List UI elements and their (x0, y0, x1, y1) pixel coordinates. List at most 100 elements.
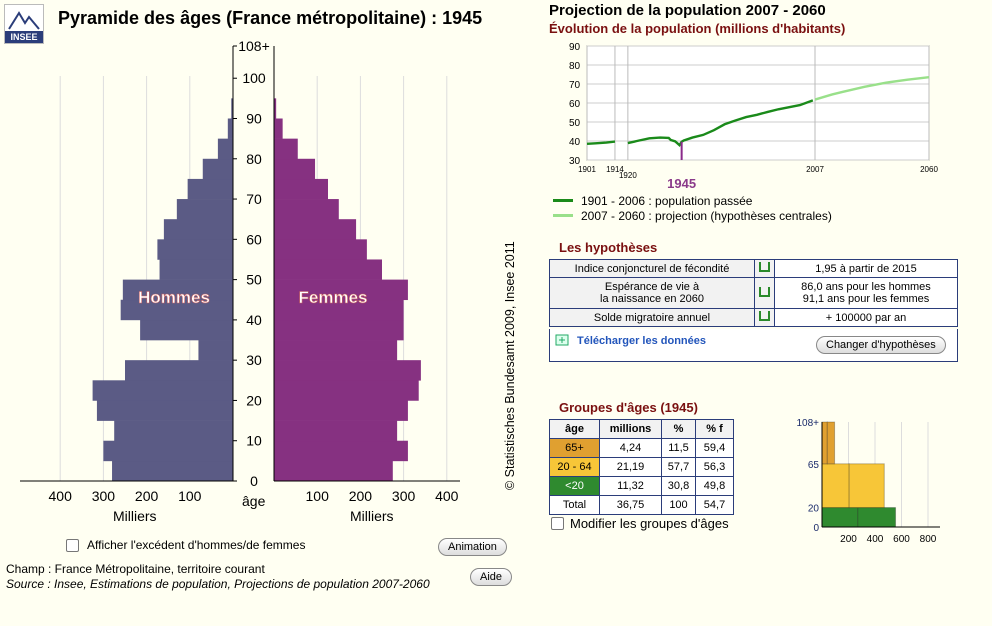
women-bar (274, 158, 316, 180)
current-year-label: 1945 (667, 176, 696, 191)
excedent-checkbox[interactable] (66, 538, 79, 552)
women-bar (274, 239, 367, 260)
logo-text: INSEE (5, 31, 43, 43)
age-group-pctf: 56,3 (695, 457, 734, 477)
women-bar (274, 299, 404, 321)
women-bar (274, 98, 277, 119)
line-chart-x-tick: 2007 (806, 165, 824, 174)
mini-y-tick: 65 (808, 460, 820, 471)
mini-men-bar (821, 463, 850, 509)
men-bar (120, 299, 233, 321)
women-bar (274, 319, 404, 341)
men-bar (114, 420, 233, 442)
legend-swatch-projection (553, 214, 573, 217)
age-group-row-20-64: 20 - 64 21,19 57,7 56,3 (549, 457, 734, 477)
mini-men-bar (821, 507, 859, 528)
modify-groups-checkbox[interactable] (551, 517, 564, 530)
men-bar (163, 219, 233, 240)
age-tick-label: 10 (246, 433, 262, 449)
age-tick-label: 20 (246, 392, 262, 408)
migration-edit-cell[interactable] (754, 308, 775, 327)
age-group-row-total: Total 36,75 100 54,7 (549, 495, 734, 515)
migration-label: Solde migratoire annuel (549, 308, 755, 327)
women-bar (274, 279, 408, 301)
women-bar (274, 178, 328, 200)
life-expectancy-value: 86,0 ans pour les hommes 91,1 ans pour l… (774, 277, 958, 309)
fertility-edit-cell[interactable] (754, 259, 775, 278)
women-bar (274, 420, 398, 442)
header-pctf: % f (695, 419, 734, 439)
glass-icon[interactable] (759, 262, 770, 272)
glass-icon[interactable] (759, 311, 770, 321)
age-group-label: <20 (549, 476, 600, 496)
mini-men-bar (821, 421, 828, 465)
line-chart-y-tick: 60 (569, 99, 581, 110)
men-bar (187, 178, 233, 200)
age-group-millions: 4,24 (599, 438, 662, 458)
excedent-label: Afficher l'excédent d'hommes/de femmes (87, 538, 306, 552)
men-series-label: Hommes (138, 288, 210, 307)
mini-x-tick: 400 (867, 534, 884, 545)
download-icon[interactable] (555, 334, 571, 347)
age-tick-label: 108+ (238, 38, 270, 54)
legend-label-projection: 2007 - 2060 : projection (hypothèses cen… (581, 208, 832, 223)
age-group-row-under20: <20 11,32 30,8 49,8 (549, 476, 734, 496)
age-axis-label: âge (242, 493, 266, 509)
projection-series-line (814, 75, 930, 101)
mini-y-tick: 108+ (796, 418, 819, 429)
women-bar (274, 259, 382, 280)
age-tick-label: 40 (246, 312, 262, 328)
excedent-option[interactable]: Afficher l'excédent d'hommes/de femmes (66, 538, 305, 552)
hypotheses-title: Les hypothèses (559, 240, 658, 255)
women-x-tick-label: 200 (349, 488, 373, 504)
women-bar (274, 400, 408, 421)
legend-label-past: 1901 - 2006 : population passée (581, 193, 753, 208)
mini-x-tick: 200 (840, 534, 857, 545)
line-chart-x-tick: 1914 (606, 165, 624, 174)
total-label: Total (549, 495, 600, 515)
download-link[interactable]: Télécharger les données (555, 334, 706, 347)
mini-women-bar (848, 463, 885, 509)
life-expectancy-label-line2: la naissance en 2060 (600, 293, 704, 305)
mini-x-tick: 600 (893, 534, 910, 545)
line-chart-y-tick: 70 (569, 80, 581, 91)
change-hypotheses-button[interactable]: Changer d'hypothèses (816, 336, 946, 354)
men-x-tick-label: 200 (135, 488, 159, 504)
animation-button[interactable]: Animation (438, 538, 507, 556)
fertility-label: Indice conjoncturel de fécondité (549, 259, 755, 278)
men-bar (202, 158, 233, 180)
line-chart-y-tick: 80 (569, 61, 581, 72)
men-bar (217, 138, 233, 160)
help-button[interactable]: Aide (470, 568, 513, 586)
line-chart-x-tick: 1920 (619, 171, 637, 180)
men-bar (96, 400, 233, 421)
mini-y-tick: 0 (813, 523, 819, 534)
life-expectancy-label-line1: Espérance de vie à (604, 281, 700, 293)
age-group-label: 20 - 64 (549, 457, 600, 477)
modify-groups-option[interactable]: Modifier les groupes d'âges (551, 516, 729, 531)
men-bar (157, 239, 233, 260)
legend-swatch-past (553, 199, 573, 202)
download-label[interactable]: Télécharger les données (577, 334, 706, 347)
age-groups-title: Groupes d'âges (1945) (559, 400, 698, 415)
men-bar (140, 319, 233, 341)
mini-x-tick: 800 (920, 534, 937, 545)
projection-legend: 1901 - 2006 : population passée 2007 - 2… (553, 193, 832, 223)
men-x-tick-label: 400 (49, 488, 73, 504)
mini-women-bar (826, 421, 836, 465)
women-series-label: Femmes (299, 288, 368, 307)
women-bar (274, 380, 419, 401)
copyright-note: © Statistisches Bundesamt 2009, Insee 20… (503, 241, 517, 490)
mini-women-bar (857, 507, 897, 528)
life-expectancy-edit-cell[interactable] (754, 277, 775, 309)
scope-note: Champ : France Métropolitaine, territoir… (6, 562, 265, 576)
line-chart-y-tick: 40 (569, 137, 581, 148)
hypothesis-row-fertility: Indice conjoncturel de fécondité 1,95 à … (549, 259, 958, 278)
age-group-pct: 11,5 (661, 438, 696, 458)
projection-title: Projection de la population 2007 - 2060 (549, 2, 826, 19)
glass-icon[interactable] (759, 286, 770, 297)
men-bar (231, 98, 233, 119)
age-group-pctf: 49,8 (695, 476, 734, 496)
total-millions: 36,75 (599, 495, 662, 515)
